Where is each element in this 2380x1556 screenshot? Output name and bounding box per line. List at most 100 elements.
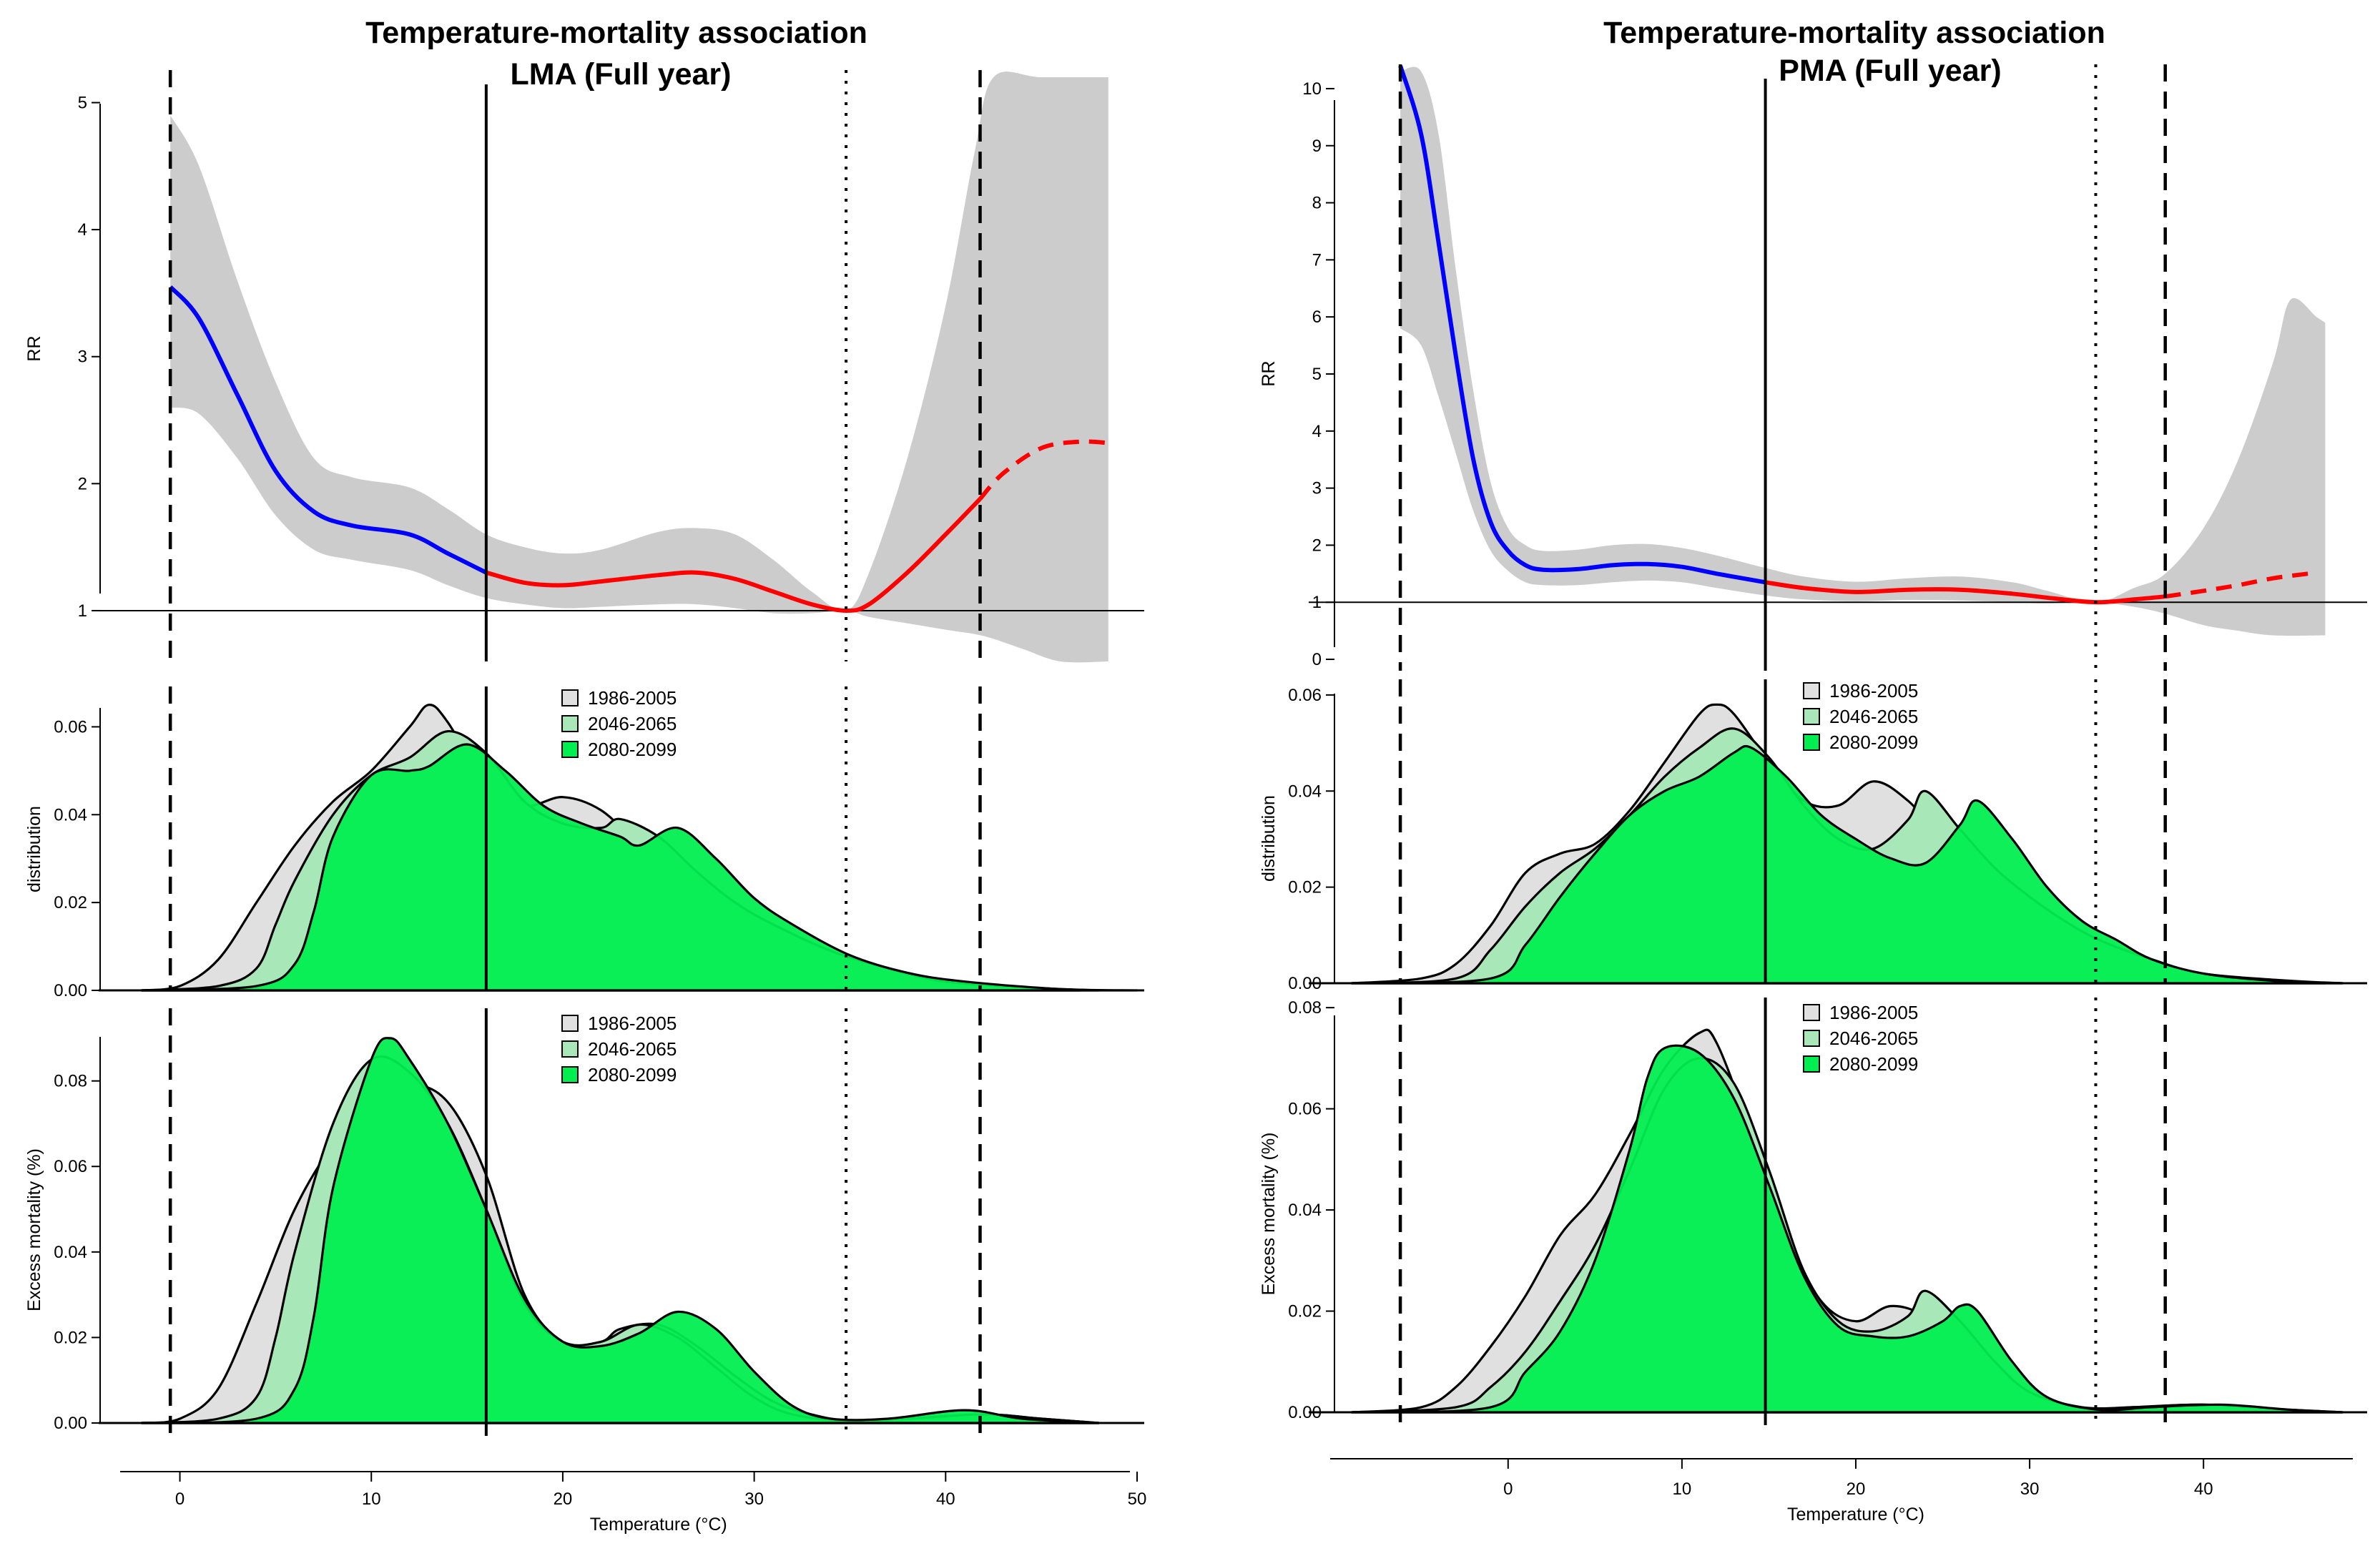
legend-label-1986-2005: 1986-2005 (1829, 1002, 1918, 1023)
pma-reference-lines (1398, 64, 2167, 1425)
y-tick-label: 0.02 (1288, 878, 1322, 897)
pma-rr-extrapolated-curve (2165, 571, 2308, 599)
legend-label-2046-2065: 2046-2065 (1829, 1028, 1918, 1049)
lma-excess-y-label: Excess mortality (%) (24, 1148, 44, 1311)
pma-rr-y-ticks: 0 1 2 3 4 5 6 7 8 9 10 (1302, 79, 1334, 669)
y-tick-label: 5 (78, 94, 87, 113)
y-tick-label: 0.04 (1288, 782, 1322, 801)
lma-excess-area-2080-2099 (140, 1037, 1101, 1424)
pma-distribution-plot: 0.00 0.02 0.04 0.06 distribution 1986-2005 … (1259, 680, 2367, 993)
lma-excess-legend: 1986-2005 2046-2065 2080-2099 (561, 1013, 677, 1085)
y-tick-label: 0.00 (54, 981, 87, 1000)
y-tick-label: 0.08 (1288, 998, 1322, 1018)
pma-excess-legend: 1986-2005 2046-2065 2080-2099 (1803, 1002, 1918, 1075)
legend-swatch-1986-2005 (1803, 682, 1820, 699)
x-tick-label: 0 (175, 1489, 185, 1509)
y-tick-label: 1 (78, 601, 87, 621)
pma-subtitle: PMA (Full year) (1779, 54, 2001, 88)
y-tick-label: 2 (1312, 536, 1322, 555)
y-tick-label: 10 (1302, 79, 1322, 99)
y-tick-label: 0.04 (54, 805, 87, 824)
lma-excess-plot: 0.00 0.02 0.04 0.06 0.08 Excess mortality (%… (24, 1013, 1144, 1433)
legend-swatch-1986-2005 (1803, 1004, 1820, 1021)
pma-rr-heat-curve (1765, 580, 2165, 605)
y-tick-label: 5 (1312, 365, 1322, 384)
y-tick-label: 7 (1312, 250, 1322, 270)
y-tick-label: 0.08 (54, 1072, 87, 1091)
legend-label-1986-2005: 1986-2005 (588, 1013, 677, 1034)
pma-distribution-legend: 1986-2005 2046-2065 2080-2099 (1803, 680, 1918, 753)
legend-label-2080-2099: 2080-2099 (588, 1064, 677, 1085)
y-tick-label: 8 (1312, 194, 1322, 213)
lma-rr-extrapolated-curve (978, 439, 1108, 501)
lma-x-axis: 0 10 20 30 40 50 (120, 1471, 1147, 1509)
lma-rr-y-ticks: 1 2 3 4 5 (78, 94, 100, 621)
pma-panel: Temperature-mortality association PMA (F… (1259, 16, 2367, 1525)
lma-rr-cold-curve (168, 285, 488, 575)
y-tick-label: 6 (1312, 307, 1322, 327)
y-tick-label: 0 (1312, 650, 1322, 669)
lma-distribution-legend: 1986-2005 2046-2065 2080-2099 (561, 687, 677, 760)
legend-label-1986-2005: 1986-2005 (1829, 680, 1918, 701)
legend-swatch-2046-2065 (1803, 1030, 1820, 1047)
y-tick-label: 0.02 (1288, 1302, 1322, 1321)
pma-distribution-y-label: distribution (1259, 795, 1279, 882)
y-tick-label: 0.06 (54, 1157, 87, 1176)
y-tick-label: 0.06 (1288, 686, 1322, 705)
lma-title: Temperature-mortality association (365, 16, 867, 50)
y-tick-label: 0.00 (54, 1414, 87, 1433)
pma-distribution-area-2080-2099 (1350, 744, 2344, 985)
lma-rr-ci-band (170, 72, 1108, 663)
pma-x-label: Temperature (°C) (1787, 1505, 1924, 1525)
legend-swatch-2046-2065 (1803, 708, 1820, 725)
y-tick-label: 0.06 (54, 717, 87, 737)
pma-excess-y-label: Excess mortality (%) (1259, 1133, 1279, 1296)
pma-rr-plot: 0 1 2 3 4 5 6 7 8 9 10 RR (1259, 65, 2367, 669)
pma-x-axis: 0 10 20 30 40 (1330, 1458, 2353, 1499)
legend-label-1986-2005: 1986-2005 (588, 687, 677, 709)
legend-label-2046-2065: 2046-2065 (588, 1038, 677, 1060)
legend-label-2080-2099: 2080-2099 (1829, 1053, 1918, 1075)
pma-rr-y-label: RR (1259, 360, 1279, 386)
y-tick-label: 4 (1312, 422, 1322, 441)
y-tick-label: 0.04 (54, 1243, 87, 1262)
legend-swatch-2080-2099 (561, 741, 579, 758)
pma-excess-area-2080-2099 (1350, 1044, 2344, 1414)
y-tick-label: 0.02 (54, 1328, 87, 1347)
y-tick-label: 0.06 (1288, 1100, 1322, 1119)
lma-distribution-y-label: distribution (24, 806, 44, 892)
y-tick-label: 3 (1312, 479, 1322, 498)
lma-distribution-y-ticks: 0.00 0.02 0.04 0.06 (54, 717, 100, 1000)
y-tick-label: 4 (78, 220, 87, 240)
y-tick-label: 0.02 (54, 893, 87, 912)
x-tick-label: 40 (936, 1489, 955, 1509)
lma-rr-heat-curve (486, 497, 982, 614)
lma-distribution-area-2080-2099 (140, 743, 1139, 992)
legend-swatch-1986-2005 (561, 689, 579, 706)
legend-swatch-2046-2065 (561, 1040, 579, 1058)
lma-distribution-plot: 0.00 0.02 0.04 0.06 distribution 1986-2005 … (24, 687, 1144, 1000)
y-tick-label: 0.00 (1288, 974, 1322, 993)
x-tick-label: 40 (2194, 1479, 2213, 1499)
legend-swatch-1986-2005 (561, 1015, 579, 1032)
x-tick-label: 30 (744, 1489, 764, 1509)
pma-distribution-y-ticks: 0.00 0.02 0.04 0.06 (1288, 686, 1334, 993)
x-tick-label: 20 (1847, 1479, 1866, 1499)
lma-panel: Temperature-mortality association LMA (F… (24, 16, 1146, 1535)
lma-rr-y-label: RR (24, 335, 44, 361)
legend-label-2080-2099: 2080-2099 (1829, 732, 1918, 753)
pma-title: Temperature-mortality association (1603, 16, 2105, 50)
legend-swatch-2080-2099 (1803, 1055, 1820, 1073)
x-tick-label: 20 (554, 1489, 573, 1509)
y-tick-label: 0.04 (1288, 1201, 1322, 1220)
legend-swatch-2080-2099 (1803, 734, 1820, 751)
legend-label-2080-2099: 2080-2099 (588, 739, 677, 760)
x-tick-label: 50 (1128, 1489, 1147, 1509)
lma-x-label: Temperature (°C) (590, 1515, 727, 1535)
pma-rr-ci-band (1400, 67, 2326, 636)
legend-label-2046-2065: 2046-2065 (1829, 706, 1918, 727)
legend-swatch-2046-2065 (561, 715, 579, 732)
lma-rr-plot: 1 2 3 4 5 RR (24, 72, 1144, 663)
legend-label-2046-2065: 2046-2065 (588, 713, 677, 734)
